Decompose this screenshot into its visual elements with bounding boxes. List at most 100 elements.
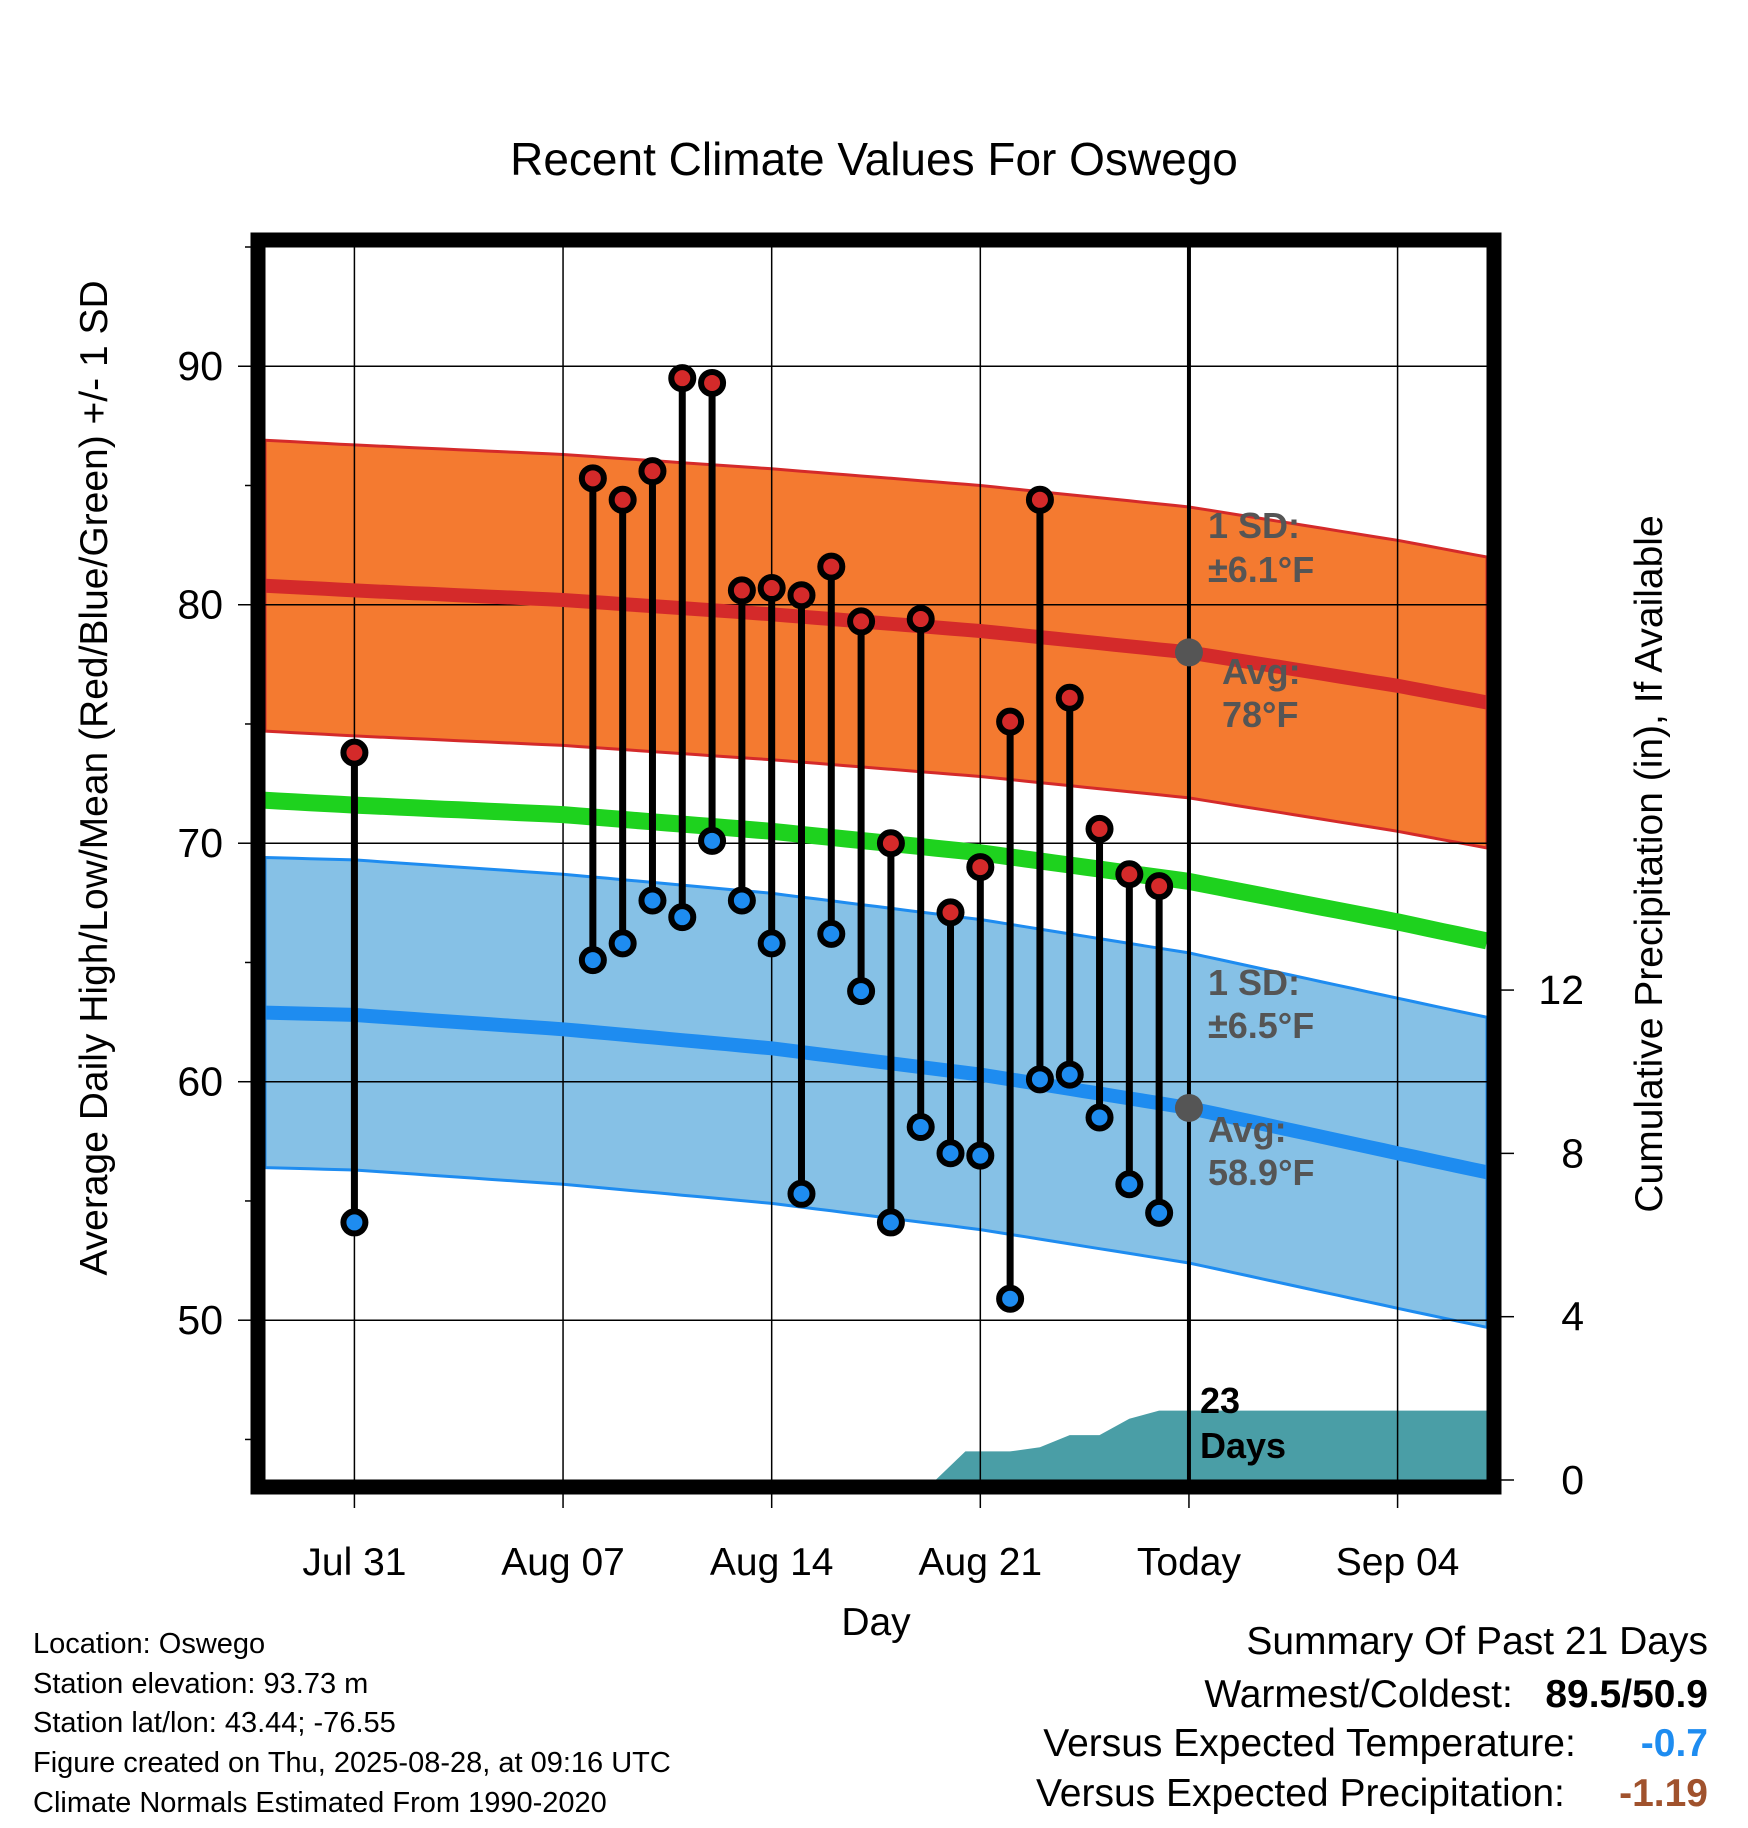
obs-high-point: [906, 605, 935, 634]
obs-high-point: [996, 707, 1025, 736]
obs-high-point: [876, 829, 905, 858]
obs-high-point: [1025, 485, 1054, 514]
obs-low-point: [578, 946, 607, 975]
obs-high-point: [1055, 683, 1084, 712]
high-avg-marker: [1174, 638, 1203, 667]
y-tick-label: 60: [177, 1059, 223, 1105]
precip-area: [935, 1410, 1487, 1480]
y-axis: 50 60 70 80 90: [177, 246, 252, 1441]
x-tick-label: Aug 21: [919, 1541, 1043, 1584]
obs-high-point: [578, 464, 607, 493]
obs-high-point: [727, 576, 756, 605]
chart-title: Recent Climate Values For Oswego: [510, 133, 1238, 185]
summary-warm-cold: Warmest/Coldest: 89.5/50.9: [1204, 1675, 1708, 1714]
normal-low-line: [265, 1005, 1487, 1180]
grid-lines: [265, 247, 1487, 1480]
y2-tick-label: 8: [1561, 1130, 1584, 1176]
y-tick-label: 90: [177, 343, 223, 389]
x-tick-label: Aug 14: [710, 1541, 834, 1584]
low-avg-value: 58.9°F: [1208, 1152, 1314, 1193]
mean-line: [265, 791, 1487, 950]
obs-low-point: [817, 919, 846, 948]
summary-temp: Versus Expected Temperature: -0.7: [1043, 1724, 1708, 1763]
days-word: Days: [1200, 1425, 1286, 1466]
obs-low-point: [1145, 1198, 1174, 1227]
obs-low-point: [1085, 1103, 1114, 1132]
obs-low-point: [936, 1139, 965, 1168]
precip-label: Versus Expected Precipitation:: [1035, 1772, 1565, 1815]
info-created: Figure created on Thu, 2025-08-28, at 09…: [33, 1747, 671, 1779]
low-sd-label: 1 SD:: [1208, 962, 1300, 1003]
summary-precip: Versus Expected Precipitation: -1.19: [1036, 1774, 1708, 1813]
obs-high-point: [936, 898, 965, 927]
y2-axis: 0 4 8 12: [1500, 967, 1584, 1503]
low-sd-value: ±6.5°F: [1208, 1005, 1314, 1046]
info-elevation: Station elevation: 93.73 m: [33, 1668, 369, 1700]
obs-high-point: [1085, 814, 1114, 843]
high-avg-label: Avg:: [1222, 651, 1301, 692]
obs-low-point: [340, 1208, 369, 1237]
x-tick-label: Aug 07: [501, 1541, 625, 1584]
obs-high-point: [668, 364, 697, 393]
obs-low-point: [608, 929, 637, 958]
plot-area: [265, 247, 1487, 1480]
plot-frame: [250, 232, 1502, 1495]
x-axis: Jul 31 Aug 07 Aug 14 Aug 21 Today Sep 04: [302, 1494, 1459, 1584]
obs-high-point: [340, 738, 369, 767]
slash: /: [1621, 1673, 1633, 1716]
obs-low-point: [757, 929, 786, 958]
y-axis-label: Average Daily High/Low/Mean (Red/Blue/Gr…: [73, 280, 116, 1275]
obs-high-point: [757, 574, 786, 603]
temp-value: -0.7: [1640, 1722, 1708, 1765]
obs-low-point: [966, 1141, 995, 1170]
warm-cold-label: Warmest/Coldest:: [1204, 1673, 1513, 1716]
obs-high-point: [1145, 872, 1174, 901]
obs-high-point: [608, 485, 637, 514]
obs-high-point: [966, 853, 995, 882]
x-tick-label: Today: [1137, 1541, 1242, 1584]
obs-high-point: [638, 457, 667, 486]
y-tick-label: 50: [177, 1297, 223, 1343]
high-avg-value: 78°F: [1222, 694, 1298, 735]
x-axis-label: Day: [841, 1601, 911, 1644]
normal-high-line: [265, 578, 1487, 710]
obs-low-point: [1115, 1170, 1144, 1199]
obs-high-point: [847, 607, 876, 636]
high-sd-label: 1 SD:: [1208, 505, 1300, 546]
obs-low-point: [1025, 1065, 1054, 1094]
warmest-value: 89.5: [1545, 1673, 1622, 1716]
obs-high-point: [787, 581, 816, 610]
obs-low-point: [698, 826, 727, 855]
obs-low-point: [668, 903, 697, 932]
high-sd-value: ±6.1°F: [1208, 549, 1314, 590]
y-tick-label: 80: [177, 582, 223, 628]
obs-low-point: [876, 1208, 905, 1237]
x-tick-label: Sep 04: [1336, 1541, 1460, 1584]
obs-low-point: [906, 1113, 935, 1142]
temp-label: Versus Expected Temperature:: [1043, 1722, 1576, 1765]
low-avg-marker: [1174, 1093, 1203, 1122]
y2-tick-label: 4: [1561, 1294, 1584, 1340]
obs-low-point: [1055, 1060, 1084, 1089]
y-tick-label: 70: [177, 820, 223, 866]
info-latlon: Station lat/lon: 43.44; -76.55: [33, 1707, 396, 1739]
obs-high-point: [817, 552, 846, 581]
obs-low-point: [847, 977, 876, 1006]
obs-low-point: [727, 886, 756, 915]
y2-tick-label: 0: [1561, 1457, 1584, 1503]
obs-low-point: [996, 1284, 1025, 1313]
low-avg-label: Avg:: [1208, 1109, 1287, 1150]
obs-low-point: [787, 1179, 816, 1208]
info-normals: Climate Normals Estimated From 1990-2020: [33, 1787, 607, 1819]
x-tick-label: Jul 31: [302, 1541, 406, 1584]
y2-axis-label: Cumulative Precipitation (in), If Availa…: [1628, 515, 1671, 1212]
obs-high-point: [1115, 860, 1144, 889]
obs-low-point: [638, 886, 667, 915]
obs-high-point: [698, 368, 727, 397]
precip-value: -1.19: [1619, 1772, 1708, 1815]
days-count: 23: [1200, 1380, 1240, 1421]
coldest-value: 50.9: [1632, 1673, 1708, 1716]
observations: [340, 364, 1174, 1313]
low-sd-band: [265, 855, 1487, 1329]
